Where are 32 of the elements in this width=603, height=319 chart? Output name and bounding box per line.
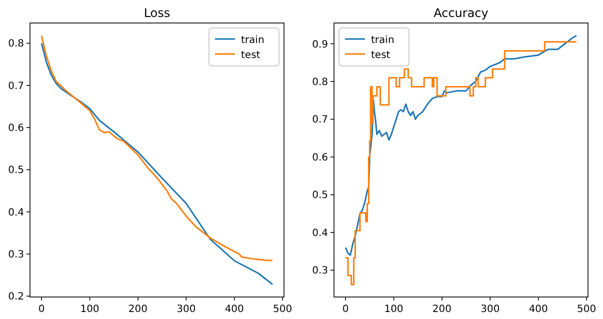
x-tick-label: 500: [273, 304, 292, 315]
x-tick-label: 200: [432, 304, 452, 315]
x-tick-label: 400: [224, 304, 244, 315]
legend-label: test: [371, 50, 390, 61]
y-tick-label: 0.4: [8, 207, 24, 218]
legend-label: train: [371, 35, 394, 46]
y-tick-label: 0.7: [312, 114, 328, 126]
x-tick-label: 500: [577, 304, 596, 315]
y-tick-label: 0.2: [8, 292, 24, 303]
legend-label: test: [241, 50, 260, 61]
x-tick-label: 100: [384, 304, 404, 315]
y-tick-label: 0.5: [312, 190, 328, 202]
y-tick-label: 0.8: [8, 38, 24, 50]
y-tick-label: 0.6: [8, 123, 24, 134]
x-tick-label: 100: [80, 304, 100, 315]
y-tick-label: 0.4: [312, 228, 328, 239]
legend-label: train: [241, 35, 264, 46]
y-tick-label: 0.8: [312, 77, 328, 88]
x-tick-label: 300: [480, 304, 500, 315]
y-tick-label: 0.3: [8, 250, 24, 261]
y-tick-label: 0.3: [312, 266, 328, 277]
chart-title: Loss: [144, 6, 170, 20]
x-tick-label: 0: [342, 304, 349, 315]
chart-title: Accuracy: [434, 6, 488, 20]
x-tick-label: 0: [38, 304, 45, 315]
x-tick-label: 400: [528, 304, 548, 315]
y-tick-label: 0.7: [8, 80, 24, 92]
y-tick-label: 0.9: [312, 39, 328, 50]
y-tick-label: 0.5: [8, 165, 24, 176]
y-tick-label: 0.6: [312, 152, 328, 164]
x-tick-label: 300: [176, 304, 196, 315]
x-tick-label: 200: [128, 304, 148, 315]
